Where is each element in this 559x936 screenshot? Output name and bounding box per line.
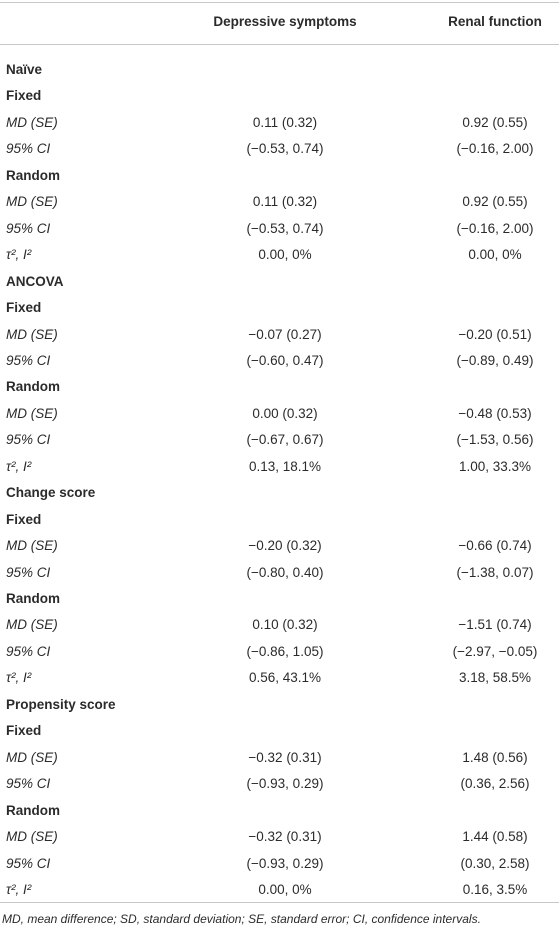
row-heading: Fixed <box>6 511 42 527</box>
value-cell: (−0.16, 2.00) <box>456 220 534 236</box>
value-cell: 0.11 (0.32) <box>252 194 318 210</box>
row-label: MD (SE) <box>6 194 58 210</box>
row-label: 95% CI <box>6 141 51 157</box>
value-cell: 1.00, 33.3% <box>458 458 532 474</box>
value-cell: (−0.93, 0.29) <box>246 855 324 871</box>
row-label: τ², I² <box>6 670 32 686</box>
value-cell: 0.00, 0% <box>468 247 522 263</box>
row-heading: Fixed <box>6 723 42 739</box>
row-label: τ², I² <box>6 881 32 897</box>
row-label: τ², I² <box>6 247 32 263</box>
row-label: 95% CI <box>6 564 51 580</box>
value-cell: (−0.16, 2.00) <box>456 141 534 157</box>
value-cell: 0.56, 43.1% <box>248 670 322 686</box>
row-label: MD (SE) <box>6 749 58 765</box>
value-cell: (−0.53, 0.74) <box>246 220 324 236</box>
row-label: MD (SE) <box>6 114 58 130</box>
value-cell: 1.44 (0.58) <box>462 829 528 845</box>
value-cell: −0.20 (0.32) <box>248 538 322 554</box>
value-cell: −1.51 (0.74) <box>458 617 532 633</box>
row-label: τ², I² <box>6 458 32 474</box>
row-label: MD (SE) <box>6 405 58 421</box>
column-header: Renal function <box>448 14 542 29</box>
value-cell: (−1.38, 0.07) <box>456 564 534 580</box>
row-heading: Random <box>6 379 60 395</box>
row-heading: Fixed <box>6 300 42 316</box>
value-cell: (−0.53, 0.74) <box>246 141 324 157</box>
row-label: 95% CI <box>6 776 51 792</box>
value-cell: 0.00 (0.32) <box>252 405 318 421</box>
value-cell: 0.00, 0% <box>258 881 312 897</box>
rule <box>0 902 559 903</box>
row-heading: Random <box>6 167 60 183</box>
row-label: 95% CI <box>6 855 51 871</box>
row-heading: Propensity score <box>6 696 116 712</box>
row-label: 95% CI <box>6 220 51 236</box>
value-cell: −0.32 (0.31) <box>248 829 322 845</box>
value-cell: (−0.86, 1.05) <box>246 643 324 659</box>
value-cell: −0.20 (0.51) <box>458 326 532 342</box>
value-cell: −0.48 (0.53) <box>458 405 532 421</box>
value-cell: −0.32 (0.31) <box>248 749 322 765</box>
rule <box>0 44 559 45</box>
value-cell: 0.13, 18.1% <box>248 458 322 474</box>
value-cell: 0.16, 3.5% <box>462 881 528 897</box>
row-label: 95% CI <box>6 643 51 659</box>
value-cell: 0.92 (0.55) <box>462 114 528 130</box>
row-label: MD (SE) <box>6 617 58 633</box>
value-cell: −0.07 (0.27) <box>248 326 322 342</box>
value-cell: (−1.53, 0.56) <box>456 432 534 448</box>
value-cell: 0.92 (0.55) <box>462 194 528 210</box>
row-heading: Naïve <box>6 62 43 77</box>
value-cell: (0.30, 2.58) <box>460 855 530 871</box>
row-label: MD (SE) <box>6 326 58 342</box>
value-cell: (−0.89, 0.49) <box>456 352 534 368</box>
value-cell: (−0.93, 0.29) <box>246 776 324 792</box>
value-cell: −0.66 (0.74) <box>458 538 532 554</box>
row-heading: Random <box>6 591 60 606</box>
row-label: MD (SE) <box>6 538 58 554</box>
row-heading: Random <box>6 802 60 818</box>
row-heading: ANCOVA <box>6 273 64 289</box>
value-cell: 0.11 (0.32) <box>252 114 318 130</box>
row-heading: Change score <box>6 485 96 501</box>
value-cell: 0.10 (0.32) <box>252 617 318 633</box>
value-cell: (0.36, 2.56) <box>460 776 530 792</box>
footnote: MD, mean difference; SD, standard deviat… <box>2 912 481 926</box>
value-cell: (−0.67, 0.67) <box>246 432 324 448</box>
value-cell: 1.48 (0.56) <box>462 749 528 765</box>
value-cell: 0.00, 0% <box>258 247 312 263</box>
value-cell: (−0.60, 0.47) <box>246 352 324 368</box>
value-cell: (−2.97, −0.05) <box>452 643 538 659</box>
row-heading: Fixed <box>6 88 42 104</box>
row-label: 95% CI <box>6 352 51 368</box>
rule <box>0 2 559 3</box>
column-header: Depressive symptoms <box>213 14 357 29</box>
row-label: MD (SE) <box>6 829 58 845</box>
value-cell: (−0.80, 0.40) <box>246 564 324 580</box>
value-cell: 3.18, 58.5% <box>458 670 532 686</box>
row-label: 95% CI <box>6 432 51 448</box>
